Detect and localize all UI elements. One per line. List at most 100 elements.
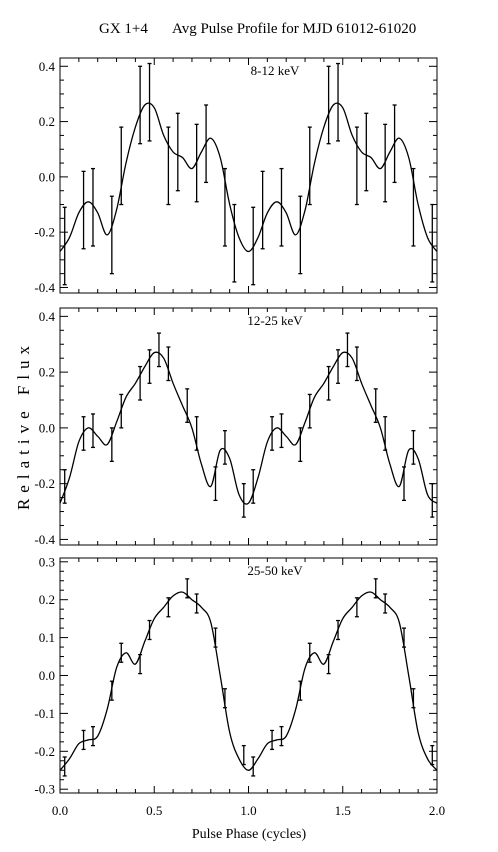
error-bar [166, 126, 171, 206]
error-bar [336, 349, 341, 384]
error-bar [270, 416, 275, 451]
energy-band-label: 25-50 keV [247, 563, 303, 578]
pulse-profile-curve [59, 591, 438, 771]
x-tick-label: 1.0 [240, 803, 256, 818]
error-bar [166, 597, 171, 618]
y-tick-label: -0.2 [34, 225, 55, 240]
error-bar [373, 388, 378, 423]
error-bar [279, 167, 284, 247]
error-bar [138, 65, 143, 145]
error-bar [156, 332, 161, 368]
error-bar [204, 104, 209, 184]
y-tick-label: 0.0 [39, 169, 55, 184]
error-bar [213, 627, 218, 648]
x-axis-label: Pulse Phase (cycles) [192, 827, 307, 842]
error-bar [392, 104, 397, 184]
x-tick-label: 1.5 [335, 803, 351, 818]
y-tick-label: 0.1 [39, 630, 55, 645]
error-bar [364, 112, 369, 192]
error-bar [185, 388, 190, 423]
error-bar [411, 167, 416, 247]
error-bar [373, 578, 378, 599]
error-bar [109, 427, 114, 463]
error-bar [336, 619, 341, 641]
error-bar [147, 349, 152, 384]
y-tick-label: 0.0 [39, 420, 55, 435]
error-bar [222, 688, 227, 709]
y-tick-label: 0.2 [39, 114, 55, 129]
plot-frame [59, 57, 438, 294]
error-bar [307, 642, 312, 663]
error-bar [298, 427, 303, 463]
error-bar [411, 688, 416, 709]
error-bar [62, 756, 67, 777]
panel-12-25-kev: -0.4 -0.2 0.0 0.2 0.4 12-25 keV [34, 307, 438, 547]
error-bar [90, 726, 95, 747]
error-bar [383, 123, 388, 203]
y-tick-label: 0.4 [39, 59, 56, 74]
error-bar [251, 469, 256, 504]
error-bar [251, 206, 256, 286]
error-bar [354, 346, 359, 382]
error-bar [307, 393, 312, 429]
y-tick-label: -0.2 [34, 476, 55, 491]
energy-band-label: 12-25 keV [247, 313, 303, 328]
pulse-profile-curve [59, 351, 438, 505]
y-tick-label: -0.1 [34, 706, 55, 721]
error-bar [81, 170, 86, 250]
error-bar [222, 430, 227, 465]
error-bar [430, 744, 435, 766]
error-bar [298, 195, 303, 275]
plot-frame [59, 557, 438, 794]
error-bar [175, 112, 180, 192]
error-bar [222, 167, 227, 247]
error-bar [194, 416, 199, 451]
error-bar [138, 654, 143, 675]
error-bar [430, 203, 435, 283]
energy-band-label: 8-12 keV [251, 63, 300, 78]
error-bar [119, 393, 124, 429]
error-bar [119, 642, 124, 663]
error-bar [166, 346, 171, 382]
error-bar [62, 469, 67, 504]
error-bar [326, 654, 331, 675]
error-bar [138, 365, 143, 401]
error-bar [402, 627, 407, 648]
error-bar [232, 203, 237, 283]
error-bar [326, 365, 331, 401]
y-tick-label: -0.2 [34, 744, 55, 759]
error-bar [81, 416, 86, 451]
y-tick-label: 0.3 [39, 554, 55, 569]
y-tick-label: 0.2 [39, 592, 55, 607]
pulse-profile-curve [59, 102, 438, 253]
error-bar [383, 593, 388, 614]
error-bar [279, 413, 284, 449]
error-bar [430, 483, 435, 518]
x-tick-label: 2.0 [429, 803, 445, 818]
error-bar [383, 416, 388, 451]
x-tick-label: 0.0 [52, 803, 68, 818]
figure-title-main: Avg Pulse Profile for MJD 61012-61020 [172, 21, 416, 37]
error-bar [298, 680, 303, 701]
y-tick-label: -0.4 [34, 532, 55, 547]
error-bar [402, 466, 407, 502]
error-bar [213, 466, 218, 502]
panel-25-50-kev: 0.0 0.5 1.0 1.5 2.0 -0.3 -0.2 -0.1 0.0 0.1 0.2 0.3 2… [34, 554, 445, 818]
y-tick-label: -0.4 [34, 280, 55, 295]
y-tick-label: 0.2 [39, 365, 55, 380]
error-bar [194, 123, 199, 203]
error-bar [62, 206, 67, 286]
error-bar [119, 126, 124, 206]
error-bar [354, 597, 359, 618]
error-bar [411, 430, 416, 465]
error-bar [270, 729, 275, 751]
error-bar [307, 126, 312, 206]
error-bar [251, 756, 256, 777]
y-tick-label: 0.4 [39, 309, 56, 324]
y-tick-label: 0.0 [39, 668, 55, 683]
x-tick-label: 0.5 [146, 803, 162, 818]
error-bar [109, 195, 114, 275]
error-bar [241, 744, 246, 766]
error-bar [354, 126, 359, 206]
